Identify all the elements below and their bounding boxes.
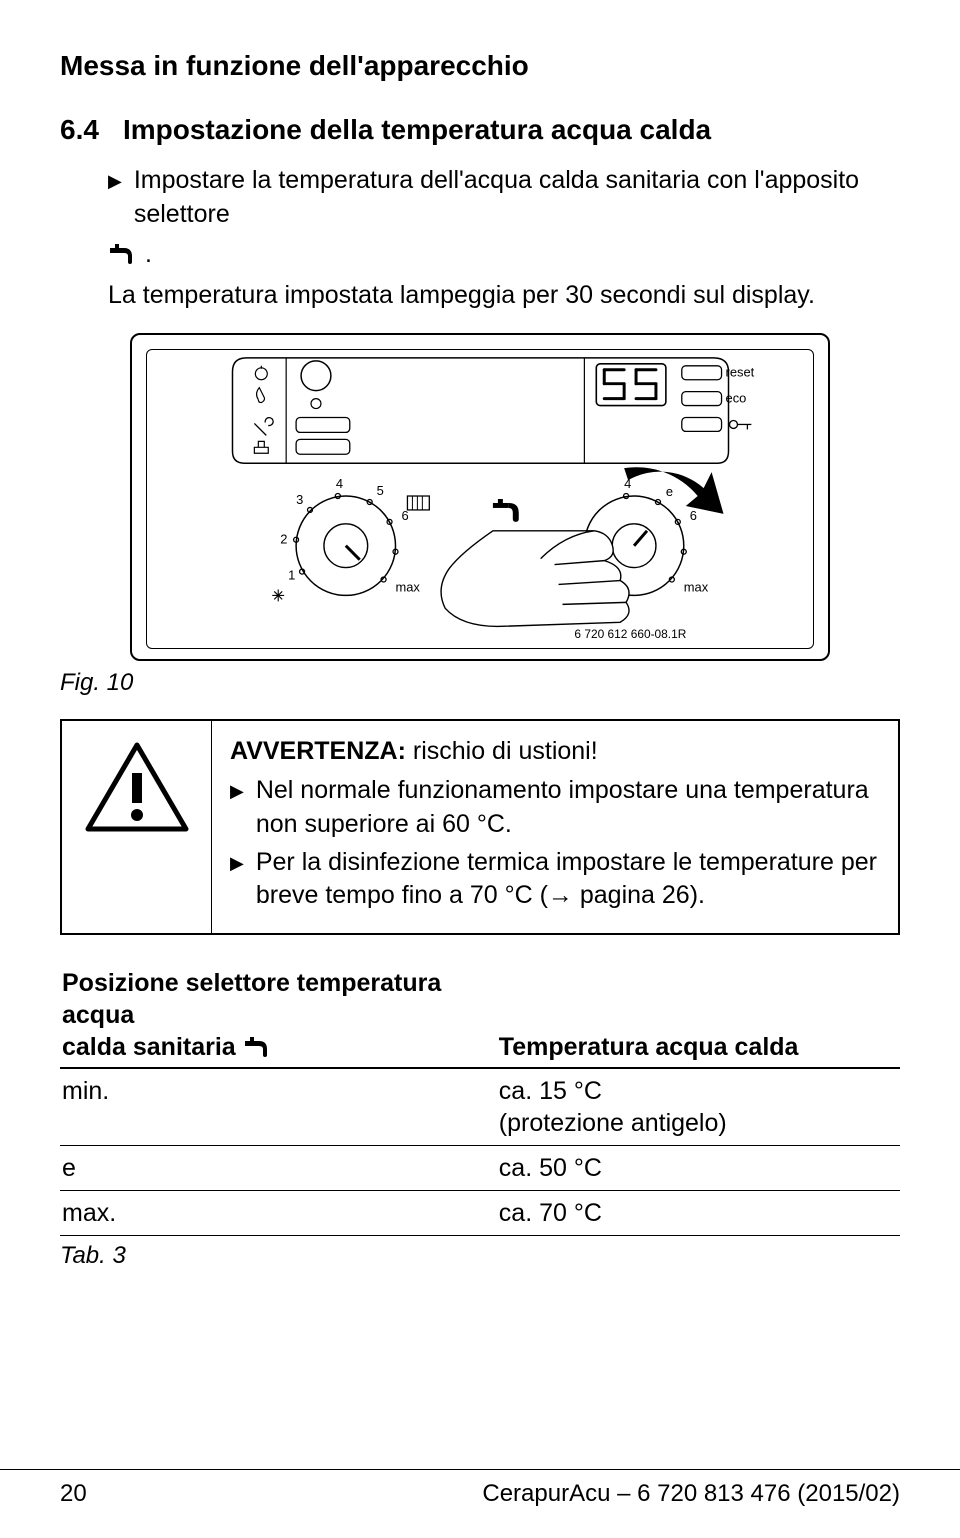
svg-text:3: 3 [296,492,303,507]
warning-subtitle: rischio di ustioni! [413,737,598,765]
temperature-table: Posizione selettore temperatura acqua ca… [60,963,900,1236]
warning-title: AVVERTENZA: [230,737,413,765]
figure-caption: Fig. 10 [60,669,900,697]
warning-icon-cell [62,721,212,933]
step-1-suffix: . [145,240,152,268]
table-row: min. ca. 15 °C (protezione antigelo) [60,1068,900,1146]
svg-text:max: max [396,579,421,594]
tap-icon [493,499,519,522]
table-head-left-l1: Posizione selettore temperatura acqua [62,969,441,1029]
section-number: 6.4 [60,114,99,146]
warning-box: AVVERTENZA: rischio di ustioni! ▶ Nel no… [60,719,900,935]
table-head-right: Temperatura acqua calda [497,963,900,1068]
warning-text: AVVERTENZA: rischio di ustioni! ▶ Nel no… [212,721,898,933]
svg-text:max: max [684,579,709,594]
section-title: Impostazione della temperatura acqua cal… [123,114,711,146]
warning-triangle-icon [82,739,192,839]
table-caption: Tab. 3 [60,1242,900,1270]
triangle-bullet-icon: ▶ [230,851,244,875]
doc-id: CerapurAcu – 6 720 813 476 (2015/02) [482,1480,900,1508]
page-header: Messa in funzione dell'apparecchio [60,50,900,82]
table-head-left: Posizione selettore temperatura acqua ca… [60,963,497,1068]
page-number: 20 [60,1480,87,1508]
step-1-text: Impostare la temperatura dell'acqua cald… [134,164,900,232]
eco-label: eco [726,391,747,406]
tap-icon [108,240,145,268]
svg-text:2: 2 [280,532,287,547]
step-desc: La temperatura impostata lampeggia per 3… [60,279,900,313]
cell-pos: e [60,1146,497,1191]
cell-temp: ca. 50 °C [497,1146,900,1191]
figure-ref-code: 6 720 612 660-08.1R [574,627,686,641]
cell-temp: ca. 15 °C (protezione antigelo) [497,1068,900,1146]
step-1-suffix-line: . [60,238,900,272]
reset-label: reset [726,365,755,380]
cell-pos: max. [60,1191,497,1236]
svg-text:e: e [666,484,673,499]
cell-pos: min. [60,1068,497,1146]
svg-text:1: 1 [288,568,295,583]
section-heading: 6.4 Impostazione della temperatura acqua… [60,114,900,146]
table-row: max. ca. 70 °C [60,1191,900,1236]
warning-bullet-2: Per la disinfezione termica impostare le… [256,846,880,914]
warning-bullet-1: Nel normale funzionamento impostare una … [256,774,880,842]
svg-text:6: 6 [690,508,697,523]
triangle-bullet-icon: ▶ [108,169,122,193]
svg-text:5: 5 [377,483,384,498]
figure-box: reset eco [130,333,830,661]
step-1: ▶ Impostare la temperatura dell'acqua ca… [60,164,900,232]
control-panel-diagram: reset eco [146,349,814,649]
tap-icon [243,1033,273,1061]
svg-text:4: 4 [336,476,343,491]
cell-temp: ca. 70 °C [497,1191,900,1236]
table-row: e ca. 50 °C [60,1146,900,1191]
triangle-bullet-icon: ▶ [230,779,244,803]
page-footer: 20 CerapurAcu – 6 720 813 476 (2015/02) [0,1469,960,1508]
table-head-left-l2: calda sanitaria [62,1033,236,1061]
